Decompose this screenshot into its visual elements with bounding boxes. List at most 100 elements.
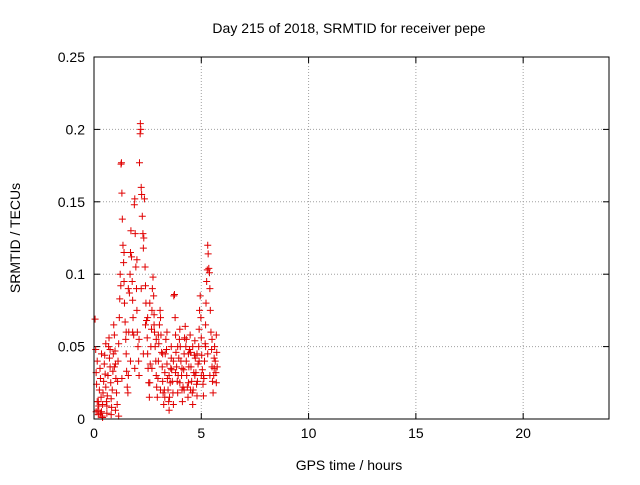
data-point <box>191 372 199 380</box>
data-point <box>165 372 173 380</box>
data-point <box>176 325 184 333</box>
data-point <box>96 364 104 372</box>
x-tick-label: 5 <box>197 425 205 441</box>
data-point <box>100 360 108 368</box>
data-point <box>123 383 131 391</box>
data-point <box>172 331 180 339</box>
data-point <box>152 335 160 343</box>
data-point <box>116 270 124 278</box>
grid-lines <box>94 57 609 419</box>
data-point <box>151 328 159 336</box>
data-point <box>158 363 166 371</box>
data-point <box>163 374 171 382</box>
data-point <box>180 366 188 374</box>
data-point <box>206 285 214 293</box>
data-point <box>137 285 145 293</box>
data-point <box>120 248 128 256</box>
data-point <box>126 248 134 256</box>
data-point <box>196 292 204 300</box>
data-point <box>103 392 111 400</box>
data-point <box>140 195 148 203</box>
data-point <box>135 357 143 365</box>
data-point <box>115 340 123 348</box>
data-point <box>165 398 173 406</box>
data-point <box>128 253 136 261</box>
data-point <box>163 328 171 336</box>
data-point <box>198 366 206 374</box>
x-tick-label: 15 <box>408 425 424 441</box>
data-point <box>152 372 160 380</box>
data-point <box>97 393 105 401</box>
y-axis-label: SRMTID / TECUs <box>7 183 23 293</box>
data-point <box>167 343 175 351</box>
data-point <box>146 360 154 368</box>
data-point <box>99 389 107 397</box>
data-point <box>142 282 149 290</box>
data-point <box>134 343 142 351</box>
data-point <box>159 377 167 385</box>
data-point <box>101 351 109 359</box>
data-point <box>163 360 171 368</box>
data-point <box>124 372 132 380</box>
data-point <box>174 389 182 397</box>
data-point <box>187 363 195 371</box>
y-tick-label: 0.2 <box>66 121 86 137</box>
data-point <box>185 345 193 353</box>
data-point <box>196 306 204 314</box>
x-tick-label: 20 <box>515 425 531 441</box>
data-point <box>204 350 212 358</box>
data-point <box>150 321 158 329</box>
data-point <box>204 241 212 249</box>
data-point <box>155 340 163 348</box>
data-point <box>161 369 169 377</box>
data-point <box>206 372 214 380</box>
data-point <box>124 389 132 397</box>
data-point <box>197 334 205 342</box>
data-point <box>202 321 210 329</box>
data-point <box>171 314 179 322</box>
data-point <box>133 306 141 314</box>
data-point <box>122 350 130 358</box>
data-point <box>125 289 133 297</box>
data-point <box>124 285 132 293</box>
data-point <box>211 357 219 365</box>
data-point <box>206 306 214 314</box>
data-point <box>197 314 205 322</box>
data-point <box>144 314 152 322</box>
data-point <box>111 347 119 355</box>
data-point <box>148 306 156 314</box>
data-points <box>91 120 221 422</box>
data-point <box>178 398 186 406</box>
data-point <box>93 357 101 365</box>
data-point <box>154 331 162 339</box>
data-point <box>207 328 215 336</box>
data-point <box>212 379 220 387</box>
data-point <box>142 321 149 329</box>
data-point <box>108 403 116 411</box>
data-point <box>172 348 180 356</box>
data-point <box>146 299 154 307</box>
data-point <box>208 377 216 385</box>
data-point <box>208 345 216 353</box>
data-point <box>131 195 139 203</box>
x-tick-label: 0 <box>90 425 98 441</box>
data-point <box>114 357 122 365</box>
data-point <box>123 367 131 375</box>
data-point <box>149 273 157 281</box>
data-point <box>172 369 180 377</box>
data-point <box>158 348 166 356</box>
data-point <box>195 343 203 351</box>
data-point <box>198 351 206 359</box>
data-point <box>133 256 141 264</box>
data-point <box>184 350 192 358</box>
data-point <box>110 331 118 339</box>
data-point <box>96 409 104 417</box>
data-point <box>154 374 162 382</box>
data-point <box>108 386 116 394</box>
plot-frame <box>93 56 610 420</box>
data-point <box>94 398 102 406</box>
data-point <box>135 335 143 343</box>
data-point <box>164 386 172 394</box>
data-point <box>112 374 120 382</box>
